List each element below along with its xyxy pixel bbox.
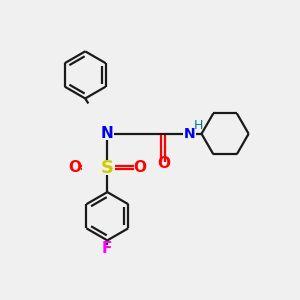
Text: S: S [101, 159, 114, 177]
Text: O: O [133, 160, 146, 175]
Text: F: F [102, 241, 112, 256]
Text: O: O [68, 160, 81, 175]
Text: H: H [193, 119, 203, 132]
Text: O: O [157, 156, 170, 171]
Text: N: N [101, 126, 114, 141]
Text: N: N [184, 127, 196, 141]
